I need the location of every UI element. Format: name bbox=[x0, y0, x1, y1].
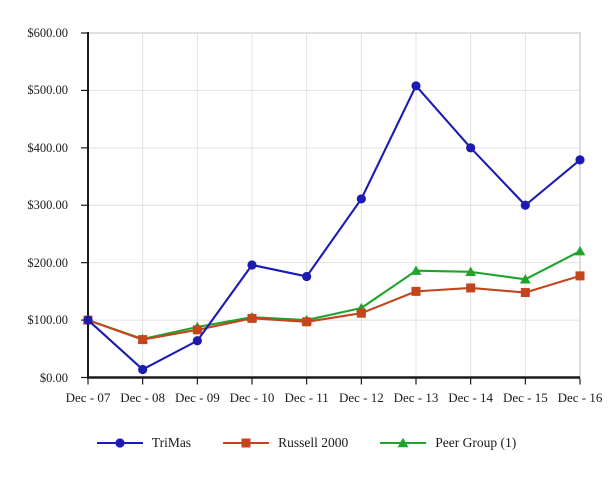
series-russell-2000 bbox=[83, 271, 585, 345]
x-axis-label: Dec - 09 bbox=[174, 390, 220, 405]
legend-label-peer-group: Peer Group (1) bbox=[435, 435, 517, 450]
russell-line-square-marker-icon bbox=[223, 438, 270, 448]
y-axis-label: $400.00 bbox=[27, 140, 68, 155]
x-axis-label: Dec - 14 bbox=[448, 390, 494, 405]
legend-label-russell-2000: Russell 2000 bbox=[278, 435, 349, 450]
y-axis-label: $500.00 bbox=[27, 83, 68, 98]
x-axis-label: Dec - 12 bbox=[338, 390, 384, 405]
series-peer-group-1 bbox=[82, 245, 586, 344]
y-axis-label: $200.00 bbox=[27, 255, 68, 270]
legend-item-trimas: TriMas bbox=[96, 435, 192, 451]
trimas-line-circle-marker-icon bbox=[96, 438, 143, 448]
gridlines bbox=[88, 32, 581, 378]
x-axis-label: Dec - 10 bbox=[229, 390, 275, 405]
x-axis-label: Dec - 15 bbox=[502, 390, 548, 405]
legend-item-peer-group: Peer Group (1) bbox=[380, 435, 516, 451]
x-axis-label: Dec - 13 bbox=[393, 390, 439, 405]
x-axis-label: Dec - 11 bbox=[284, 390, 329, 405]
series-trimas bbox=[83, 81, 585, 375]
legend-item-russell-2000: Russell 2000 bbox=[223, 435, 348, 451]
y-axis-label: $0.00 bbox=[39, 370, 68, 385]
legend-label-trimas: TriMas bbox=[151, 435, 192, 450]
x-axis-label: Dec - 16 bbox=[557, 390, 603, 405]
x-axis-label: Dec - 08 bbox=[120, 390, 166, 405]
peer-group-line-triangle-marker-icon bbox=[380, 437, 427, 448]
y-axis-label: $100.00 bbox=[27, 313, 68, 328]
x-axis-label: Dec - 07 bbox=[65, 390, 111, 405]
y-axis-label: $600.00 bbox=[27, 26, 68, 40]
axis-ticks bbox=[81, 32, 581, 385]
plot-frame bbox=[88, 32, 581, 378]
y-axis-label: $300.00 bbox=[27, 198, 68, 213]
chart-legend: TriMas Russell 2000 Peer Group (1) bbox=[0, 433, 613, 453]
